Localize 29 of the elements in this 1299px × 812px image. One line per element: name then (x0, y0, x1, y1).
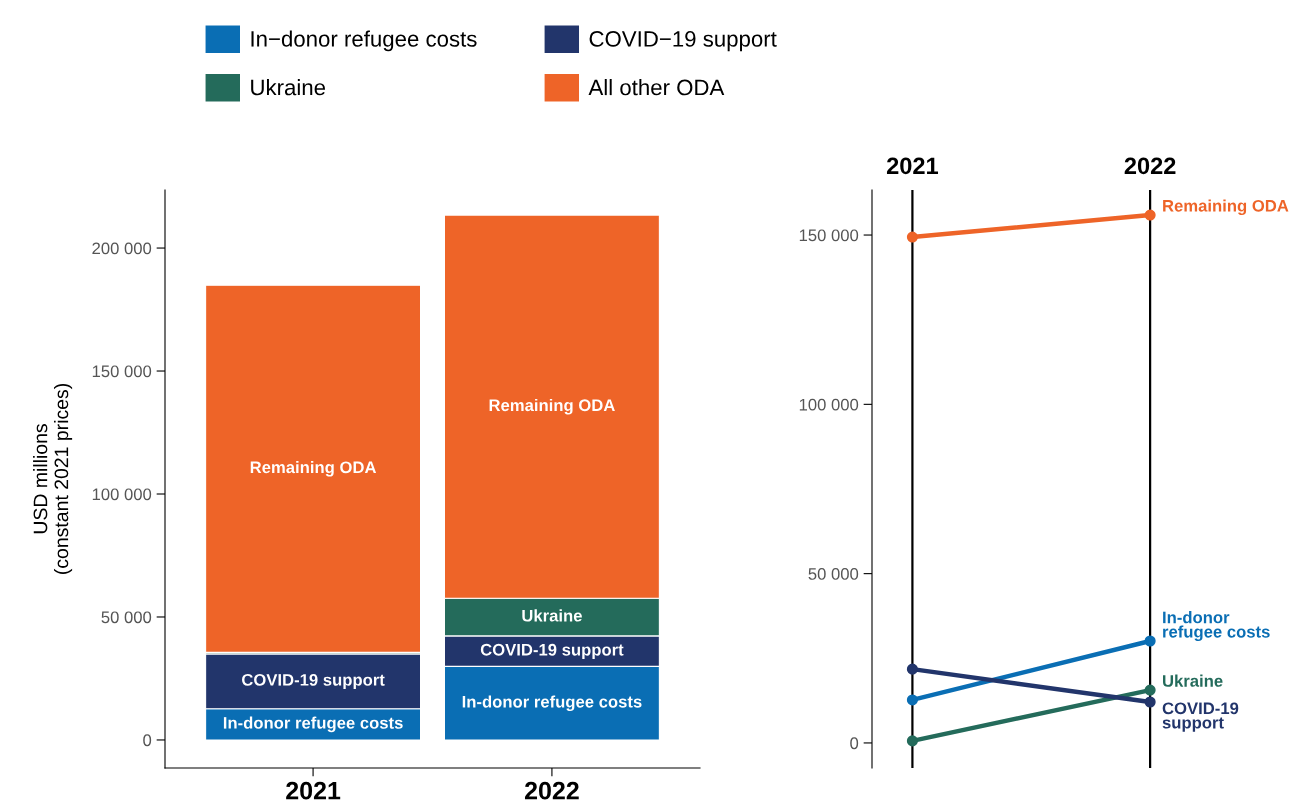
legend-label: Ukraine (251, 79, 326, 96)
series-label: Ukraine (1163, 674, 1223, 687)
series-label: Remaining ODA (1163, 199, 1289, 216)
y-tick-label: 100 000 (799, 398, 859, 411)
x-tick-label: 2021 (886, 157, 939, 175)
data-label: In-donor refugee costs (223, 716, 403, 733)
data-label: COVID-19 support (480, 643, 624, 659)
data-label: In-donor refugee costs (462, 695, 642, 711)
y-tick-label: 50 000 (808, 568, 859, 580)
legend-label: All other ODA (588, 79, 725, 96)
data-label: Remaining ODA (250, 460, 377, 477)
series-label: In-donor refugee costs (1163, 611, 1270, 642)
y-tick-label: 100 000 (92, 488, 152, 501)
data-label: Ukraine (522, 609, 582, 622)
data-label: COVID-19 support (242, 673, 385, 690)
x-tick-label: 2021 (286, 781, 341, 800)
y-tick-label: 0 (143, 734, 152, 747)
y-tick-label: 200 000 (92, 242, 152, 255)
y-tick-label: 150 000 (92, 365, 152, 378)
legend-label: In−donor refugee costs (251, 30, 477, 52)
y-tick-label: 0 (850, 737, 859, 750)
y-axis-title: USD millions (constant 2021 prices) (33, 384, 73, 574)
legend-label: COVID−19 support (589, 31, 777, 52)
y-tick-label: 50 000 (101, 611, 152, 624)
data-label: Remaining ODA (489, 398, 615, 415)
y-tick-label: 150 000 (799, 229, 859, 242)
x-tick-label: 2022 (1124, 157, 1176, 175)
x-tick-label: 2022 (524, 781, 579, 800)
series-label: COVID-19 support (1162, 702, 1239, 732)
